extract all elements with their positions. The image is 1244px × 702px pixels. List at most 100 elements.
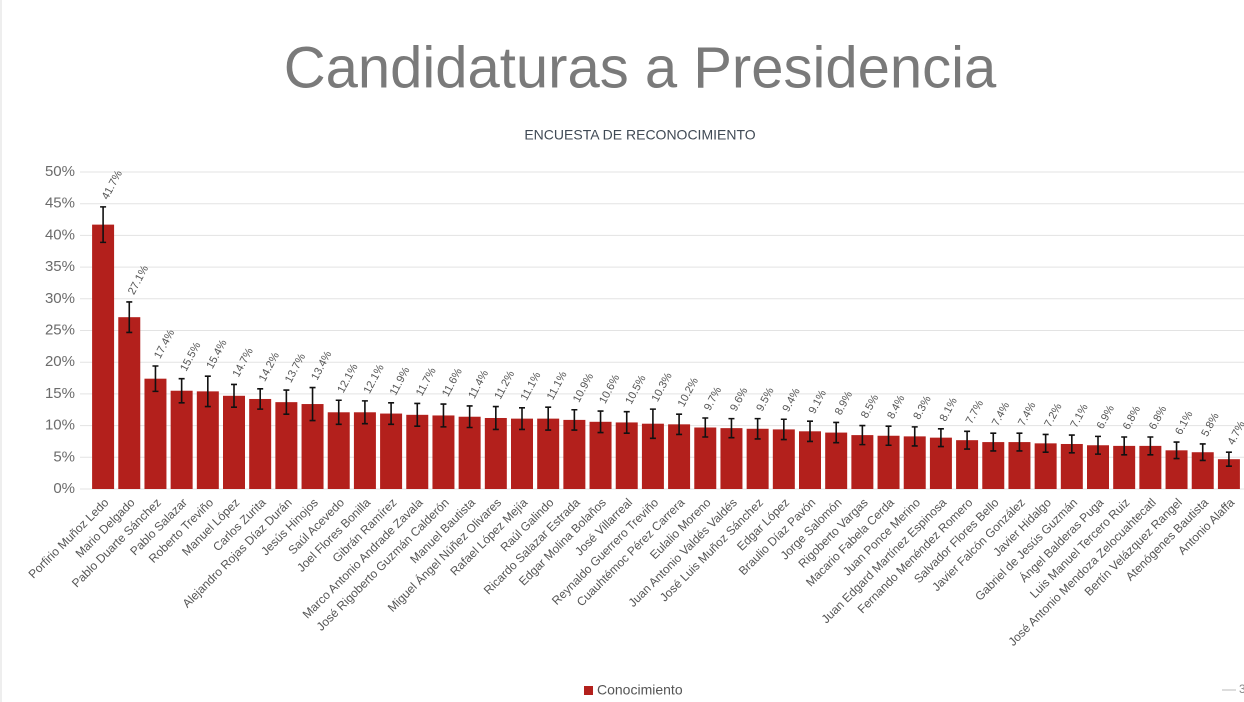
error-bar [911,426,918,447]
bar [641,423,664,489]
bar [877,435,900,489]
value-label: 11.9% [388,365,413,398]
value-label: 9.7% [702,385,724,413]
bar [1217,459,1240,489]
value-label: 11.4% [466,368,491,401]
bar [275,402,298,489]
error-bar [126,301,133,334]
y-tick-label: 40% [45,226,75,243]
bar [484,417,507,489]
y-tick-label: 35% [45,258,75,275]
error-bar [571,408,578,431]
error-bar [833,421,840,444]
value-label: 9.1% [807,388,829,416]
y-tick-label: 45% [45,195,75,212]
value-label: 41.7% [100,168,125,201]
bar [615,422,638,489]
value-label: 8.1% [938,396,960,424]
value-label: 7.7% [964,398,986,426]
y-tick-label: 10% [45,417,75,434]
error-bar [754,417,761,440]
error-bar [178,377,185,404]
bar [1034,443,1057,489]
bar [1008,442,1031,489]
value-label: 12.1% [362,362,387,395]
bar [353,412,376,489]
error-bar [1173,441,1180,460]
bar [1113,445,1136,489]
value-label: 11.7% [414,366,439,399]
value-label: 8.5% [859,392,881,420]
bar [668,424,691,489]
error-bar [231,383,237,409]
bar [772,429,795,489]
error-bar [204,375,211,408]
bar [694,427,717,489]
y-tick-label: 15% [45,385,75,402]
error-bar [466,405,473,429]
bar [249,398,272,489]
value-label: 10.9% [571,371,596,404]
value-label: 13.7% [283,352,308,385]
error-bar [388,401,395,426]
y-tick-label: 0% [53,480,75,497]
bar [406,414,429,489]
legend-swatch [584,686,593,695]
error-bar [519,407,525,431]
value-label: 11.2% [492,369,517,402]
value-label: 4.7% [1226,419,1244,447]
error-bar [414,402,421,428]
value-label: 7.4% [990,400,1012,428]
bar [1165,450,1188,489]
chart-title: Candidaturas a Presidencia [284,35,997,100]
error-bar [1225,451,1232,467]
page-number: 3 [1239,682,1244,696]
error-bar [676,413,683,436]
error-bar [1121,436,1128,456]
bar [432,415,455,489]
bar [799,431,821,489]
bar [1191,452,1214,489]
error-bar [597,410,604,434]
bar [118,317,141,489]
value-label: 27.1% [126,263,151,296]
value-label: 10.5% [623,373,648,406]
value-label: 13.4% [309,349,334,382]
y-tick-label: 25% [45,321,75,338]
error-bar [283,389,290,415]
value-label: 17.4% [152,327,177,360]
error-bar [257,388,264,410]
bar [746,428,769,489]
value-label: 10.2% [676,376,701,409]
bar [589,421,612,489]
bar [537,418,560,489]
error-bar [937,427,944,448]
value-label: 15.5% [178,340,203,373]
bar [956,440,979,489]
value-label: 15.4% [204,338,229,371]
value-label: 8.4% [885,393,907,421]
value-label: 8.3% [911,394,933,422]
bar [170,390,193,489]
error-bar [649,408,656,440]
value-label: 9.5% [754,385,776,413]
error-bar [492,405,499,431]
value-label: 7.4% [1016,400,1038,428]
error-bar [885,425,892,447]
bar [223,395,245,489]
error-bar [990,432,997,452]
error-bar [1095,435,1101,455]
bar [851,435,874,489]
error-bar [702,417,709,438]
value-label: 11.1% [545,369,570,402]
bar [458,416,481,489]
bar [929,437,952,489]
bar [1139,445,1162,489]
bar [982,442,1005,489]
error-bar [545,406,552,431]
error-bar [728,417,735,439]
value-label: 6.1% [1173,409,1195,437]
error-bar [1199,443,1206,462]
legend-label: Conocimiento [597,682,683,698]
